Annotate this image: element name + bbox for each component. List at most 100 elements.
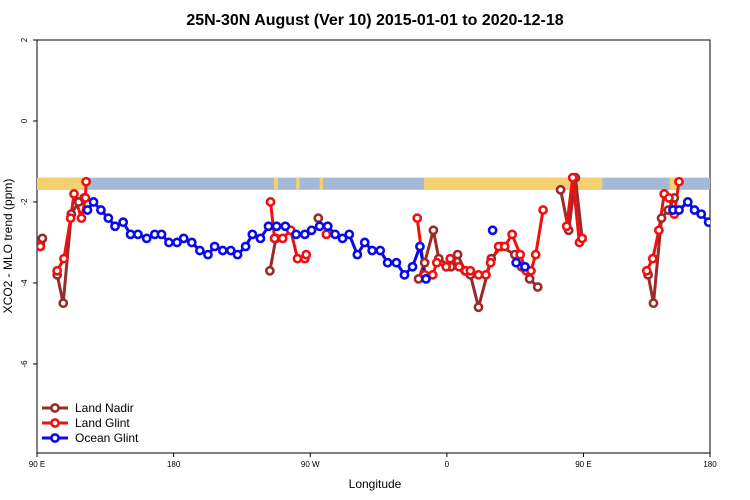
land-glint-point (647, 253, 658, 264)
land-nadir-point (264, 265, 275, 276)
ocean-glint-point (291, 229, 302, 240)
ocean-glint-point (407, 261, 418, 272)
y-tick-label: -6 (20, 360, 29, 368)
land-glint-point (431, 257, 442, 268)
ocean-glint-point (306, 225, 317, 236)
legend-marker-land-glint (50, 418, 60, 428)
land-nadir-point (58, 298, 69, 309)
x-tick-label: 0 (445, 460, 450, 469)
land-glint-point (65, 213, 76, 224)
y-axis-label: XCO2 - MLO trend (ppm) (1, 179, 15, 314)
land-glint-point (653, 225, 664, 236)
land-glint-point (538, 205, 548, 215)
ocean-glint-point (322, 221, 333, 232)
ocean-glint-point (696, 209, 707, 220)
strip-ocean (37, 177, 710, 190)
y-tick-label: 2 (20, 37, 29, 42)
land-nadir-point (452, 249, 463, 260)
legend-label-land-glint: Land Glint (75, 416, 130, 430)
ocean-glint-point (240, 241, 251, 252)
x-axis-label: Longitude (349, 477, 402, 491)
land-glint-point (427, 269, 438, 280)
land-glint-point (480, 269, 491, 280)
land-nadir-point (473, 302, 484, 313)
land-glint-point (577, 233, 588, 244)
ocean-glint-point (172, 237, 182, 248)
x-tick-label: 180 (703, 460, 717, 469)
ocean-glint-point (337, 233, 348, 244)
land-glint-point (301, 249, 312, 260)
surface-strip (37, 177, 710, 190)
ocean-glint-point (314, 221, 325, 232)
ocean-glint-point (399, 269, 410, 280)
land-glint-point (277, 233, 288, 244)
land-glint-point (465, 265, 476, 276)
ocean-glint-point (178, 233, 189, 244)
ocean-glint-point (735, 227, 742, 234)
ocean-glint-point (421, 273, 431, 284)
x-tick-label: 90 W (301, 460, 320, 469)
land-glint-point (269, 233, 280, 244)
legend-label-land-nadir: Land Nadir (75, 401, 134, 415)
land-nadir-point (313, 213, 324, 224)
land-nadir-point (428, 225, 439, 236)
land-nadir-line (559, 176, 584, 239)
land-glint-point (641, 265, 652, 276)
ocean-glint-point (674, 205, 684, 215)
ocean-glint-point (344, 229, 355, 240)
land-glint-point (81, 176, 92, 187)
land-nadir-point (656, 213, 667, 224)
ocean-glint-point (299, 229, 310, 240)
strip-land (296, 177, 300, 190)
land-glint-point (441, 261, 452, 272)
legend-marker-land-nadir (50, 403, 60, 413)
land-nadir-point (524, 273, 535, 284)
land-nadir-line (268, 238, 278, 272)
ocean-glint-point (280, 221, 291, 232)
ocean-glint-point (225, 245, 236, 256)
land-glint-point (454, 261, 464, 272)
ocean-glint-point (164, 237, 174, 248)
ocean-glint-point (375, 245, 386, 256)
ocean-glint-point (682, 197, 693, 207)
strip-land (319, 177, 324, 190)
ocean-glint-point (382, 257, 393, 268)
x-tick-label: 90 E (575, 460, 591, 469)
land-glint-point (664, 193, 674, 203)
ocean-glint-point (713, 219, 720, 226)
ocean-glint-point (255, 233, 266, 244)
ocean-glint-point (263, 221, 274, 232)
land-glint-point (80, 193, 91, 203)
land-glint-point (561, 221, 572, 232)
land-glint-point (567, 172, 578, 183)
land-glint-point (265, 197, 276, 207)
chart-title: 25N-30N August (Ver 10) 2015-01-01 to 20… (186, 12, 563, 29)
axes: 90 E 180 90 W 0 90 E 180 2 0 -2 -4 -6 (20, 37, 717, 469)
ocean-glint-point (487, 225, 498, 236)
ocean-glint-point (520, 261, 530, 272)
ocean-glint-point (721, 219, 728, 226)
ocean-glint-point (133, 229, 143, 240)
ocean-glint-point (352, 249, 363, 260)
ocean-glint-point (689, 205, 700, 215)
land-glint-point (52, 265, 63, 276)
ocean-glint-point (415, 241, 425, 252)
land-glint-point (499, 241, 510, 252)
land-glint-point (674, 176, 684, 187)
legend-marker-ocean-glint (50, 433, 60, 443)
land-nadir-point (648, 298, 659, 309)
ocean-glint-point (141, 233, 152, 244)
ocean-glint-point (118, 217, 129, 228)
land-glint-point (69, 188, 79, 199)
y-tick-label: -2 (20, 198, 29, 206)
strip-land (37, 177, 88, 190)
land-glint-point (76, 213, 87, 224)
ocean-glint-point (96, 205, 106, 215)
ocean-glint-point (703, 217, 710, 228)
x-tick-label: 180 (167, 460, 181, 469)
land-nadir-point (555, 184, 566, 195)
land-nadir-point (37, 233, 48, 244)
land-glint-point (321, 229, 332, 240)
